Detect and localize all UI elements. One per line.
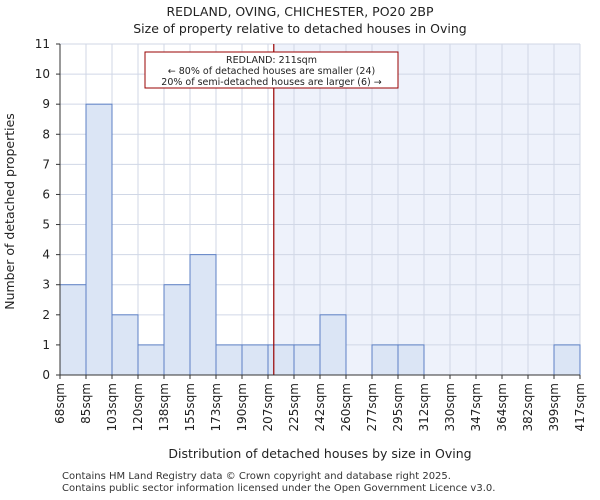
chart-title: REDLAND, OVING, CHICHESTER, PO20 2BP	[166, 4, 434, 19]
annotation-box	[144, 51, 399, 89]
y-tick-label: 10	[35, 67, 50, 81]
x-tick-label: 190sqm	[235, 383, 249, 431]
y-tick-label: 6	[42, 187, 50, 201]
bar	[371, 344, 399, 376]
y-tick-label: 8	[42, 127, 50, 141]
bar	[241, 344, 269, 376]
x-tick-label: 225sqm	[287, 383, 301, 431]
bar	[319, 314, 347, 376]
footer-line-1: Contains HM Land Registry data © Crown c…	[62, 471, 451, 482]
x-tick-label: 85sqm	[79, 383, 93, 424]
x-tick-label: 382sqm	[521, 383, 535, 431]
x-tick-label: 207sqm	[261, 383, 275, 431]
annotation-line-3: 20% of semi-detached houses are larger (…	[161, 77, 381, 88]
bar	[163, 284, 191, 376]
y-tick-label: 11	[35, 37, 50, 51]
x-tick-label: 138sqm	[157, 383, 171, 431]
x-tick-label: 120sqm	[131, 383, 145, 431]
x-tick-label: 364sqm	[495, 383, 509, 431]
annotation-line-1: REDLAND: 211sqm	[226, 55, 317, 66]
y-tick-label: 0	[42, 368, 50, 382]
y-axis-label: Number of detached properties	[2, 113, 17, 310]
bar	[137, 344, 165, 376]
x-tick-label: 173sqm	[209, 383, 223, 431]
bar	[111, 314, 139, 376]
x-tick-label: 277sqm	[365, 383, 379, 431]
annotation-line-2: ← 80% of detached houses are smaller (24…	[168, 66, 375, 77]
x-tick-label: 347sqm	[469, 383, 483, 431]
bar	[397, 344, 425, 376]
bar	[267, 344, 295, 376]
x-tick-label: 295sqm	[391, 383, 405, 431]
bar	[293, 344, 321, 376]
bar	[215, 344, 243, 376]
x-tick-label: 330sqm	[443, 383, 457, 431]
x-tick-label: 103sqm	[105, 383, 119, 431]
x-tick-label: 399sqm	[547, 383, 561, 431]
bar	[85, 103, 113, 376]
bar	[553, 344, 581, 376]
y-tick-label: 4	[42, 248, 50, 262]
x-tick-label: 155sqm	[183, 383, 197, 431]
x-tick-label: 242sqm	[313, 383, 327, 431]
y-tick-label: 2	[42, 308, 50, 322]
y-tick-label: 1	[42, 338, 50, 352]
y-tick-label: 3	[42, 278, 50, 292]
x-tick-label: 68sqm	[53, 383, 67, 424]
y-tick-label: 9	[42, 97, 50, 111]
bar	[59, 284, 87, 376]
bar	[189, 254, 217, 376]
y-tick-label: 5	[42, 218, 50, 232]
chart-subtitle: Size of property relative to detached ho…	[133, 21, 467, 36]
x-tick-label: 312sqm	[417, 383, 431, 431]
y-tick-label: 7	[42, 157, 50, 171]
footer-line-2: Contains public sector information licen…	[62, 483, 496, 494]
x-tick-label: 417sqm	[573, 383, 587, 431]
x-axis-label: Distribution of detached houses by size …	[168, 446, 471, 461]
x-tick-label: 260sqm	[339, 383, 353, 431]
